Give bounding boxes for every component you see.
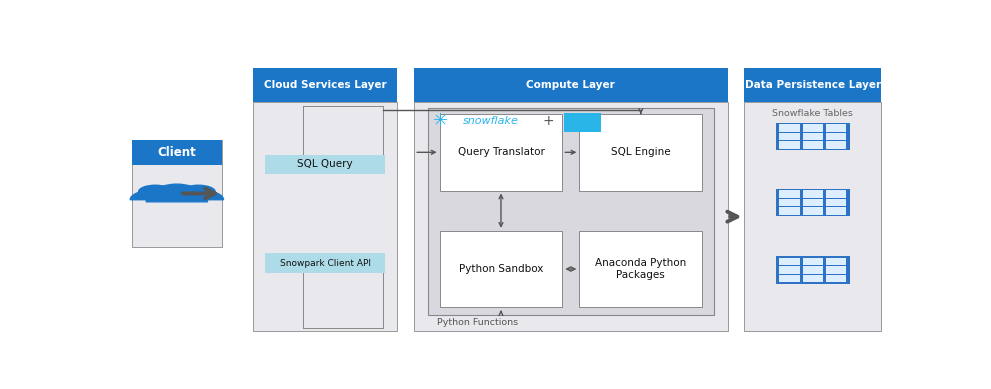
- Bar: [266, 154, 385, 174]
- Bar: [826, 258, 846, 265]
- Bar: [826, 207, 846, 215]
- Circle shape: [157, 184, 197, 200]
- Bar: [803, 275, 824, 282]
- Bar: [779, 124, 800, 132]
- Text: SQL Engine: SQL Engine: [611, 147, 671, 157]
- Bar: [826, 199, 846, 206]
- Text: Query Translator: Query Translator: [458, 147, 544, 157]
- Bar: [803, 266, 824, 273]
- Bar: [132, 140, 222, 165]
- Bar: [779, 275, 800, 282]
- Bar: [826, 275, 846, 282]
- Text: Snowflake Tables: Snowflake Tables: [772, 109, 853, 118]
- Bar: [779, 199, 800, 206]
- Text: Snowpark Client API: Snowpark Client API: [279, 259, 371, 268]
- Text: Compute Layer: Compute Layer: [526, 80, 615, 90]
- Bar: [779, 258, 800, 265]
- Bar: [580, 231, 703, 307]
- Bar: [253, 102, 397, 331]
- Text: Client: Client: [158, 146, 196, 159]
- Bar: [803, 190, 824, 198]
- Text: +: +: [543, 114, 554, 128]
- Bar: [779, 190, 800, 198]
- Bar: [803, 124, 824, 132]
- Bar: [564, 114, 601, 132]
- Bar: [803, 258, 824, 265]
- Bar: [826, 124, 846, 132]
- Bar: [776, 256, 850, 284]
- Circle shape: [181, 185, 215, 198]
- Bar: [580, 114, 703, 191]
- Bar: [826, 190, 846, 198]
- Bar: [744, 68, 881, 102]
- Bar: [776, 189, 850, 216]
- Text: Python Functions: Python Functions: [437, 318, 518, 328]
- Bar: [826, 141, 846, 149]
- Bar: [253, 68, 397, 102]
- Bar: [440, 231, 562, 307]
- Wedge shape: [130, 190, 180, 200]
- Bar: [132, 140, 222, 247]
- Bar: [744, 102, 881, 331]
- Wedge shape: [173, 190, 224, 200]
- Text: Anaconda Python
Packages: Anaconda Python Packages: [596, 258, 687, 280]
- Bar: [428, 108, 714, 315]
- Bar: [779, 133, 800, 140]
- Text: Cloud Services Layer: Cloud Services Layer: [264, 80, 386, 90]
- Circle shape: [139, 185, 172, 198]
- Text: ✳: ✳: [433, 112, 449, 130]
- Bar: [779, 266, 800, 273]
- Bar: [414, 102, 727, 331]
- Wedge shape: [147, 190, 207, 202]
- Bar: [803, 141, 824, 149]
- Bar: [826, 133, 846, 140]
- Bar: [779, 141, 800, 149]
- Bar: [266, 253, 385, 273]
- Bar: [826, 266, 846, 273]
- Bar: [776, 123, 850, 150]
- Bar: [779, 207, 800, 215]
- Text: Python Sandbox: Python Sandbox: [459, 264, 543, 274]
- Bar: [414, 68, 727, 102]
- Text: snowflake: snowflake: [463, 116, 518, 126]
- Text: SQL Query: SQL Query: [297, 159, 353, 169]
- Bar: [440, 114, 562, 191]
- Text: Data Persistence Layer: Data Persistence Layer: [744, 80, 881, 90]
- Bar: [803, 199, 824, 206]
- Bar: [803, 133, 824, 140]
- Bar: [803, 207, 824, 215]
